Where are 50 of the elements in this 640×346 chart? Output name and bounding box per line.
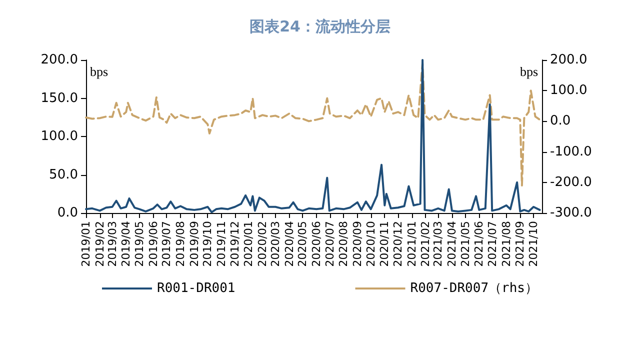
y2-tick-label: -200.0: [550, 174, 592, 190]
x-tick-label: 2020/12: [392, 221, 405, 267]
x-tick-label: 2020/07: [323, 221, 336, 267]
x-tick-label: 2021/07: [486, 221, 500, 267]
x-tick-label: 2020/06: [310, 221, 323, 267]
y2-tick-label: 0.0: [550, 114, 571, 129]
x-tick-label: 2020/04: [282, 221, 296, 267]
y2-tick-label: 200.0: [550, 52, 588, 68]
x-tick-label: 2019/02: [93, 221, 106, 267]
x-tick-label: 2021/08: [500, 221, 513, 267]
legend-label: R007-DR007（rhs）: [410, 281, 538, 296]
y-tick-label: 200.0: [40, 52, 78, 68]
x-tick-label: 2020/10: [364, 221, 378, 267]
y-tick-label: 50.0: [49, 167, 78, 182]
x-tick-label: 2019/09: [188, 221, 201, 267]
x-tick-label: 2020/01: [242, 221, 256, 267]
x-tick-label: 2019/03: [106, 221, 119, 267]
x-tick-label: 2019/07: [160, 221, 174, 267]
x-tick-label: 2019/11: [215, 221, 228, 267]
x-tick-label: 2021/05: [458, 221, 472, 267]
x-tick-label: 2020/03: [268, 221, 282, 267]
x-tick-label: 2021/06: [472, 221, 486, 267]
x-tick-label: 2019/06: [146, 221, 160, 267]
x-tick-label: 2019/01: [80, 221, 92, 267]
x-tick-label: 2021/03: [432, 221, 445, 267]
x-tick-label: 2020/08: [337, 221, 350, 267]
x-tick-label: 2019/04: [120, 221, 133, 267]
x-tick-label: 2020/11: [378, 221, 392, 267]
y2-tick-label: 100.0: [550, 83, 588, 98]
x-tick-label: 2021/01: [405, 221, 418, 267]
legend-label: R001-DR001: [156, 281, 236, 296]
x-tick-label: 2020/02: [256, 221, 270, 267]
x-tick-label: 2019/12: [228, 221, 242, 267]
y-axis-title: bps: [90, 64, 108, 79]
x-tick-label: 2019/08: [174, 221, 187, 267]
y2-tick-label: -100.0: [550, 144, 592, 160]
y-tick-label: 150.0: [40, 90, 78, 106]
x-tick-label: 2019/10: [201, 221, 214, 267]
x-tick-label: 2021/02: [419, 221, 432, 267]
x-tick-label: 2020/05: [296, 221, 310, 267]
y2-tick-label: -300.0: [550, 206, 592, 220]
y-tick-label: 100.0: [40, 129, 78, 144]
x-tick-label: 2021/04: [445, 221, 458, 267]
y-tick-label: 0.0: [57, 206, 78, 220]
y2-axis-title: bps: [520, 64, 538, 79]
x-tick-label: 2021/10: [527, 221, 540, 267]
x-tick-label: 2021/09: [514, 221, 527, 267]
chart-title: 图表24：流动性分层: [250, 18, 390, 36]
x-tick-label: 2020/09: [350, 221, 364, 267]
x-tick-label: 2019/05: [132, 221, 146, 267]
